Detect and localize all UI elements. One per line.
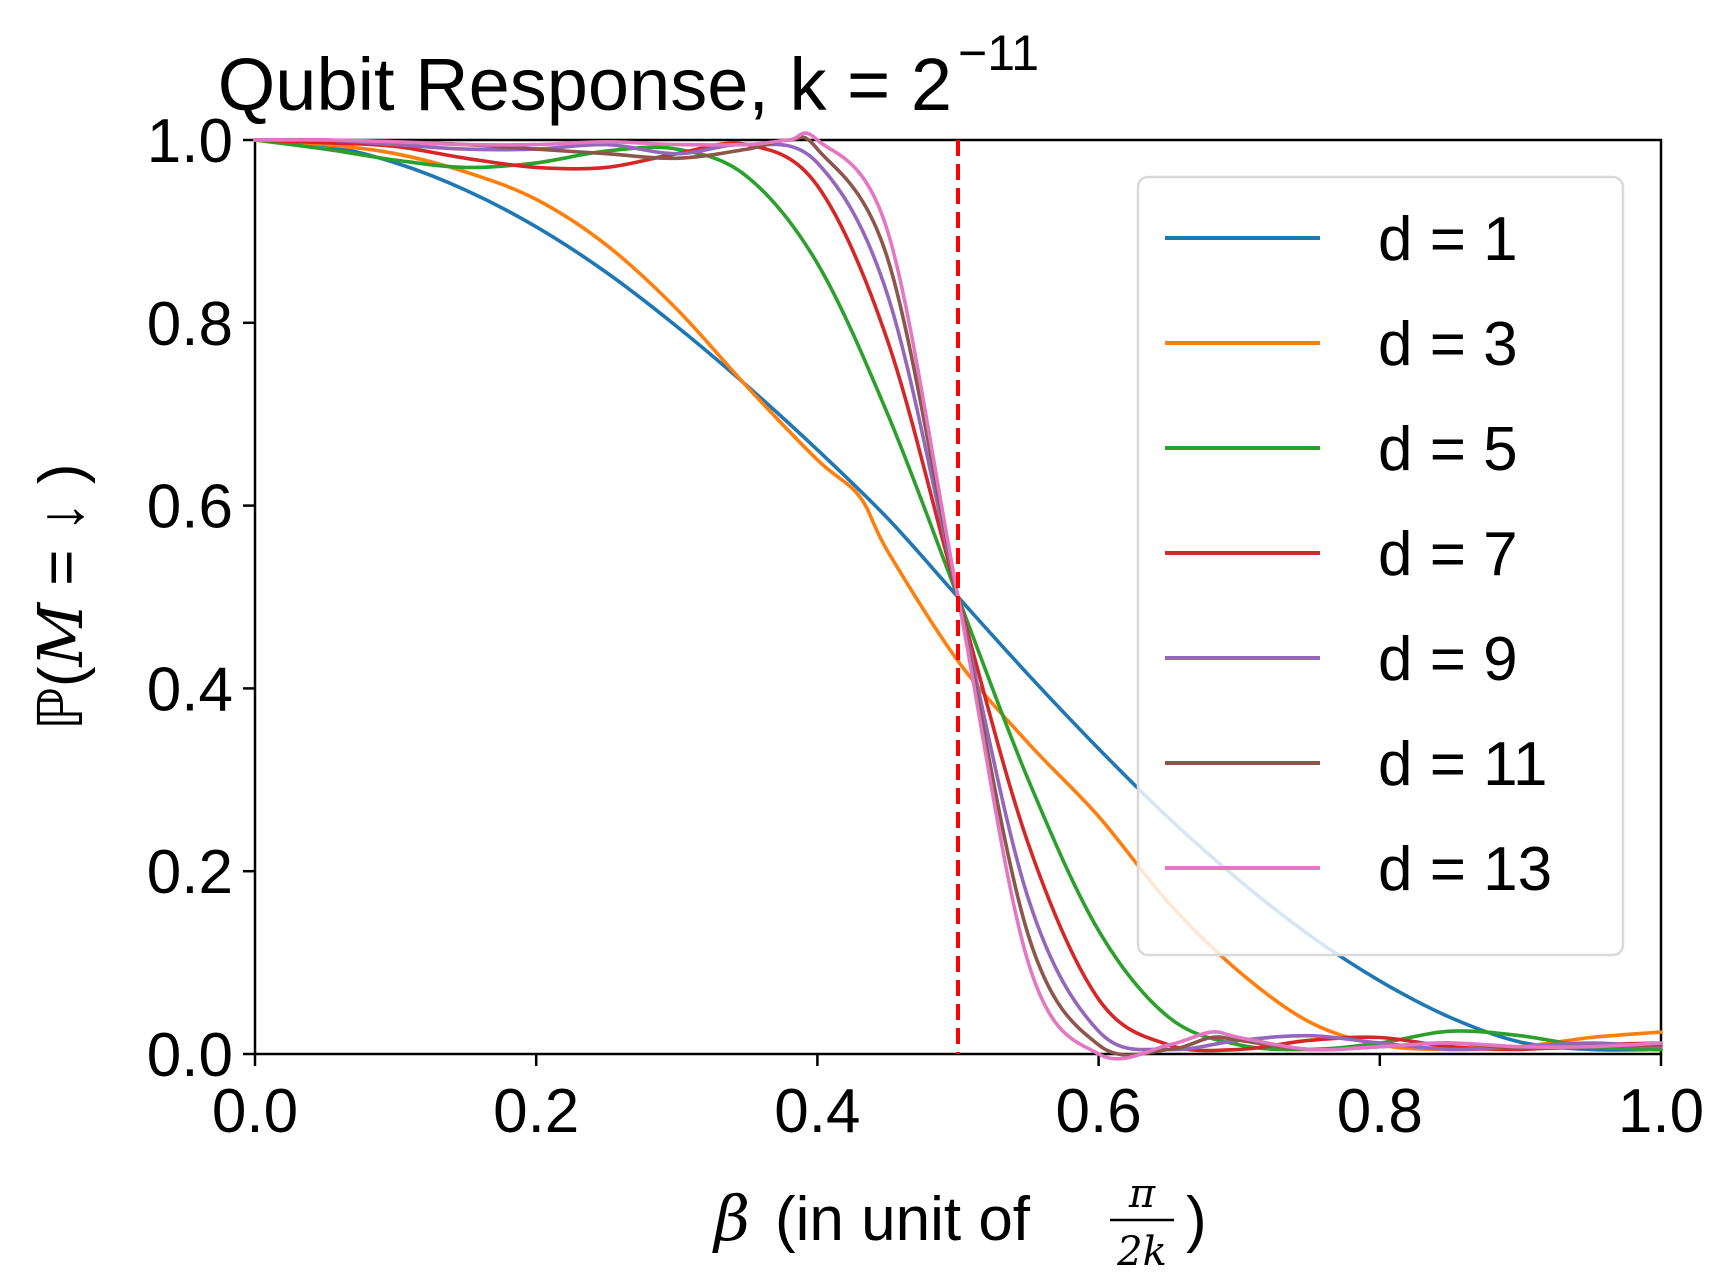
- x-tick-label: 1.0: [1618, 1077, 1704, 1146]
- legend-label-2: d = 3: [1378, 310, 1518, 379]
- x-tick-label: 0.2: [493, 1077, 579, 1146]
- legend: d = 1 d = 3 d = 5 d = 7 d = 9 d = 11 d = 13: [1136, 175, 1625, 957]
- y-tick-label: 0.6: [147, 473, 233, 542]
- legend-label-4: d = 7: [1378, 520, 1518, 589]
- svg-text:ℙ(M = ↓ ): ℙ(M = ↓ ): [24, 463, 97, 730]
- y-axis-ticks: 0.0 0.2 0.4 0.6 0.8 1.0: [147, 107, 255, 1090]
- y-tick-label: 0.8: [147, 290, 233, 359]
- legend-label-5: d = 9: [1378, 625, 1518, 694]
- y-tick-label: 0.0: [147, 1021, 233, 1090]
- y-tick-label: 0.4: [147, 655, 233, 724]
- y-tick-label: 0.2: [147, 838, 233, 907]
- legend-label-6: d = 11: [1378, 730, 1548, 799]
- x-tick-label: 0.0: [212, 1077, 298, 1146]
- x-axis-close-paren: ): [1186, 1185, 1207, 1254]
- x-axis-symbol: β: [712, 1182, 750, 1255]
- chart-title: Qubit Response, k = 2: [218, 43, 952, 126]
- x-axis-frac-numerator: π: [1128, 1171, 1156, 1217]
- y-axis-label: ℙ(M = ↓ ): [24, 463, 97, 730]
- legend-label-3: d = 5: [1378, 415, 1518, 484]
- y-tick-label: 1.0: [147, 107, 233, 176]
- x-axis-frac-denominator: 2k: [1116, 1229, 1167, 1275]
- x-axis-ticks: 0.0 0.2 0.4 0.6 0.8 1.0: [212, 1054, 1704, 1146]
- legend-label-1: d = 1: [1378, 205, 1518, 274]
- legend-label-7: d = 13: [1378, 835, 1552, 904]
- legend-box: [1136, 175, 1625, 957]
- x-axis-label-text: (in unit of: [775, 1185, 1031, 1254]
- x-tick-label: 0.6: [1055, 1077, 1141, 1146]
- y-axis-label-rest: = ↓ ): [27, 463, 96, 603]
- chart-title-exponent: −11: [958, 25, 1039, 81]
- x-tick-label: 0.8: [1337, 1077, 1423, 1146]
- x-tick-label: 0.4: [774, 1077, 860, 1146]
- x-axis-label: β (in unit of π 2k ): [712, 1171, 1207, 1275]
- y-axis-symbol: M: [24, 601, 97, 667]
- y-axis-label-prefix: ℙ(: [27, 666, 96, 730]
